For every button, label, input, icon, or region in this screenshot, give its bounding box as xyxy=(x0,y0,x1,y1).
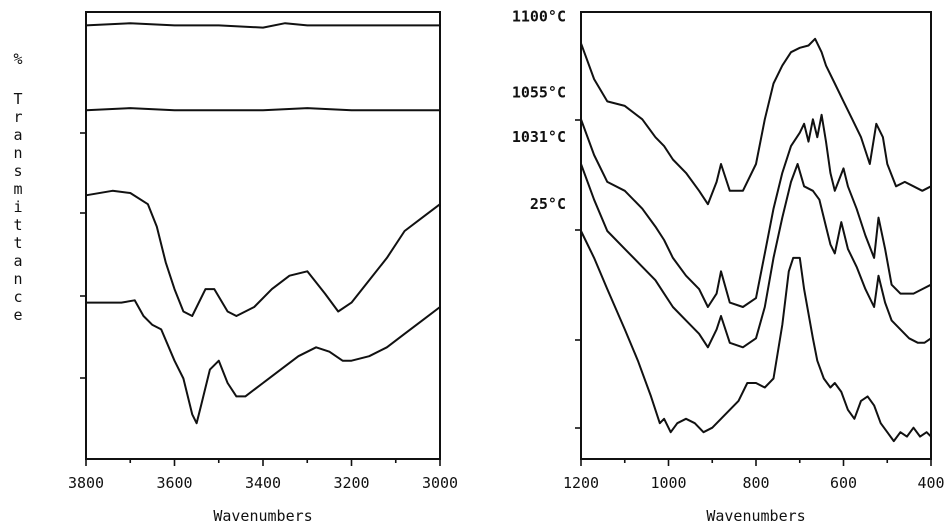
y-axis-label-char: T xyxy=(13,90,22,108)
left-spectrum-curve-2 xyxy=(85,107,441,112)
left-x-tick-label: 3600 xyxy=(156,474,192,492)
y-axis-label-char: m xyxy=(13,180,22,198)
right-spectrum-curve-3 xyxy=(580,163,932,349)
left-x-tick-label: 3800 xyxy=(68,474,104,492)
left-spectrum-curve-1 xyxy=(85,22,441,29)
left-spectrum-curve-3 xyxy=(85,189,441,317)
y-axis-label-char: a xyxy=(13,126,22,144)
y-axis-label-char: i xyxy=(13,198,22,216)
series-label-3: 1031°C xyxy=(512,128,566,146)
left-spectrum-panel: 3800 3600 3400 3200 3000 Wavenumbers xyxy=(68,11,458,525)
left-x-tick-label: 3200 xyxy=(333,474,369,492)
series-label-1: 1100°C xyxy=(512,7,566,25)
right-x-tick-label: 400 xyxy=(917,474,944,492)
y-axis-label-char: n xyxy=(13,144,22,162)
y-axis-label-char: n xyxy=(13,270,22,288)
right-spectrum-panel: 1200 1000 800 600 400 1100°C 1055°C 1031°C 25°C… xyxy=(512,7,945,525)
y-axis-label-char: a xyxy=(13,252,22,270)
y-axis-label-char: s xyxy=(13,162,22,180)
right-x-tick-label: 1200 xyxy=(563,474,599,492)
series-label-4: 25°C xyxy=(530,195,566,213)
left-spectrum-curve-4 xyxy=(85,299,441,425)
left-plot-frame xyxy=(85,11,441,460)
y-axis-label-char: r xyxy=(13,108,22,126)
y-axis-label-char: e xyxy=(13,306,22,324)
right-spectrum-curve-2 xyxy=(580,113,932,308)
y-axis-label-char: % xyxy=(13,50,22,68)
right-x-axis-title: Wavenumbers xyxy=(706,507,805,525)
series-label-2: 1055°C xyxy=(512,83,566,101)
left-x-tick-label: 3000 xyxy=(422,474,458,492)
left-x-tick-label: 3400 xyxy=(245,474,281,492)
right-spectrum-curve-4 xyxy=(580,230,932,443)
right-x-tick-label: 1000 xyxy=(650,474,686,492)
left-x-axis-title: Wavenumbers xyxy=(213,507,312,525)
right-x-tick-label: 800 xyxy=(742,474,769,492)
right-plot-frame xyxy=(580,11,932,460)
y-axis-label-char: t xyxy=(13,234,22,252)
y-axis-label-char: c xyxy=(13,288,22,306)
y-axis-label-char: t xyxy=(13,216,22,234)
right-x-tick-label: 600 xyxy=(830,474,857,492)
right-spectrum-curve-1 xyxy=(580,37,932,206)
